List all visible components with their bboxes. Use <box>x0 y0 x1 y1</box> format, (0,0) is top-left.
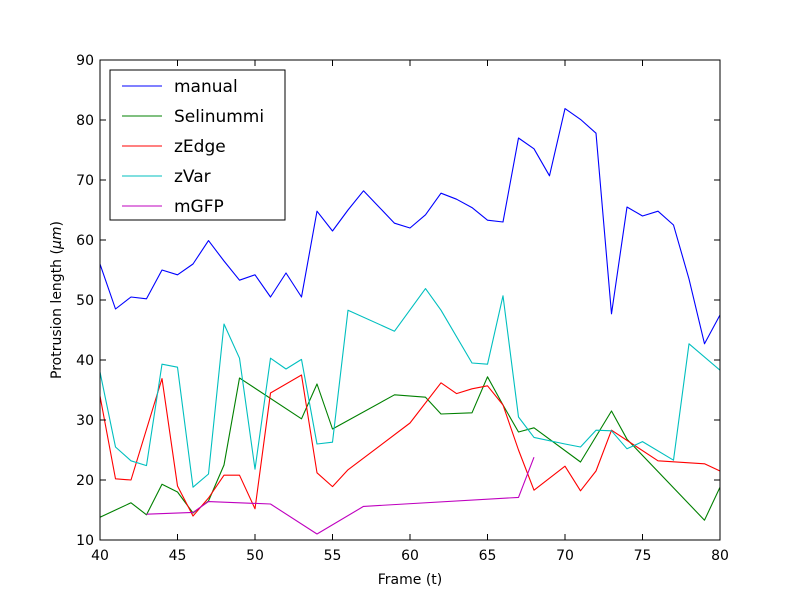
y-tick-label: 10 <box>76 533 94 549</box>
y-tick-label: 20 <box>76 473 94 489</box>
series-line-zvar <box>100 288 720 488</box>
y-axis-label-unit: μm <box>49 226 65 250</box>
x-axis-label: Frame (t) <box>378 572 442 588</box>
x-tick-label: 60 <box>401 548 419 564</box>
y-tick-label: 30 <box>76 413 94 429</box>
legend-label-zedge: zEdge <box>174 137 226 157</box>
series-line-selinummi <box>100 376 720 521</box>
x-tick-label: 75 <box>634 548 652 564</box>
x-tick-label: 55 <box>324 548 342 564</box>
legend-label-selinummi: Selinummi <box>174 107 264 127</box>
y-axis-label-main: Protrusion length ( <box>49 249 65 379</box>
x-tick-label: 80 <box>711 548 729 564</box>
series-layer <box>100 108 720 535</box>
y-tick-label: 90 <box>76 53 94 69</box>
series-line-zedge <box>100 374 720 517</box>
series-line-mgfp <box>146 457 535 535</box>
y-tick-label: 80 <box>76 113 94 129</box>
x-tick-label: 70 <box>556 548 574 564</box>
legend-label-manual: manual <box>174 77 238 97</box>
y-axis-label: Protrusion length (μm) <box>49 221 65 379</box>
x-tick-label: 65 <box>479 548 497 564</box>
y-tick-label: 40 <box>76 353 94 369</box>
legend-box <box>109 69 286 221</box>
legend: manual Selinummi zEdge zVar mGFP <box>109 69 286 221</box>
x-tick-label: 40 <box>91 548 109 564</box>
x-tick-label: 50 <box>246 548 264 564</box>
y-tick-label: 70 <box>76 173 94 189</box>
series-line-manual <box>100 108 720 345</box>
x-tick-label: 45 <box>169 548 187 564</box>
y-tick-label: 50 <box>76 293 94 309</box>
y-tick-label: 60 <box>76 233 94 249</box>
legend-label-zvar: zVar <box>174 167 211 187</box>
ticks-layer: 40 45 50 55 60 65 70 75 80 10 20 30 40 50 60 70 80 90 <box>76 53 729 564</box>
legend-label-mgfp: mGFP <box>174 197 224 217</box>
y-axis-label-close: ) <box>49 221 65 226</box>
